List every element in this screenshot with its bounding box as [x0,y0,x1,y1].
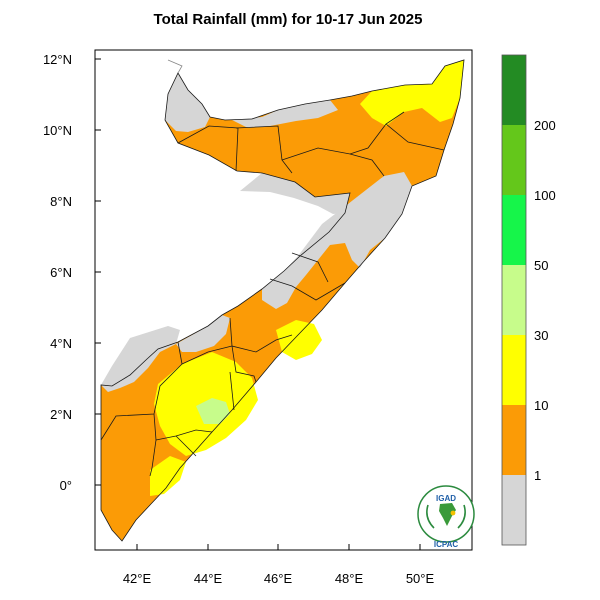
no-rain-zone-west-interior [176,315,230,352]
admin-borders [100,59,465,542]
region-border [291,252,329,283]
no-rain-zone-northwest [165,73,210,132]
legend-label-50: 50 [534,258,548,273]
region-border [231,345,257,383]
logo-top-text: IGAD [436,494,456,503]
region-border [177,125,239,172]
color-legend: 200 100 50 30 10 1 [501,54,556,546]
no-rain-zone-central-band [240,173,350,214]
lon-label-42e: 42°E [123,571,152,586]
legend-label-30: 30 [534,328,548,343]
no-rain-zone-west [101,326,180,392]
lat-label-2n: 2°N [50,407,72,422]
heavy-rain-zone-south [196,398,230,424]
moderate-rain-zone-southern-coast [150,456,186,496]
lat-label-12n: 12°N [43,52,72,67]
region-border [177,341,233,365]
lat-label-6n: 6°N [50,265,72,280]
legend-label-1: 1 [534,468,541,483]
lat-label-4n: 4°N [50,336,72,351]
region-border [269,278,346,301]
legend-label-10: 10 [534,398,548,413]
moderate-rain-zone-central-coast [276,320,322,360]
region-border [155,429,213,441]
no-rain-zone-north-coast [232,100,338,128]
lon-label-46e: 46°E [264,571,293,586]
region-border [235,125,293,174]
legend-swatch-30-50 [502,265,526,335]
region-border [349,153,385,177]
lon-label-48e: 48°E [335,571,364,586]
igad-icpac-logo: IGAD ICPAC [417,485,475,549]
legend-swatch-50-100 [502,195,526,265]
africa-map-icon [439,503,456,526]
legend-label-100: 100 [534,188,556,203]
legend-swatch-200-plus [502,55,526,125]
region-border [149,413,157,477]
region-border [229,317,293,353]
no-rain-zone-east-central [262,172,412,309]
longitude-axis: 42°E 44°E 46°E 48°E 50°E [123,544,435,586]
lat-label-0: 0° [60,478,72,493]
lat-label-8n: 8°N [50,194,72,209]
lon-label-44e: 44°E [194,571,223,586]
legend-frame [501,54,527,546]
legend-swatch-below-1 [502,475,526,545]
map-title: Total Rainfall (mm) for 10-17 Jun 2025 [154,11,423,28]
rainfall-field [101,60,464,541]
lat-label-10n: 10°N [43,123,72,138]
horn-of-africa-icon [450,510,456,516]
logo-bottom-text: ICPAC [434,540,459,549]
neighbour-border [167,59,183,74]
region-border [229,371,235,411]
region-border [281,111,405,161]
country-outline [100,59,465,542]
legend-swatch-100-200 [502,125,526,195]
legend-swatch-1-10 [502,405,526,475]
latitude-axis: 12°N 10°N 8°N 6°N 4°N 2°N 0° [43,52,101,493]
region-border [385,123,445,151]
moderate-rain-zone-northeast [360,60,464,126]
lon-label-50e: 50°E [406,571,435,586]
legend-swatch-10-30 [502,335,526,405]
logo-laurel-icon [426,504,466,529]
region-border [175,435,197,457]
legend-label-200: 200 [534,118,556,133]
